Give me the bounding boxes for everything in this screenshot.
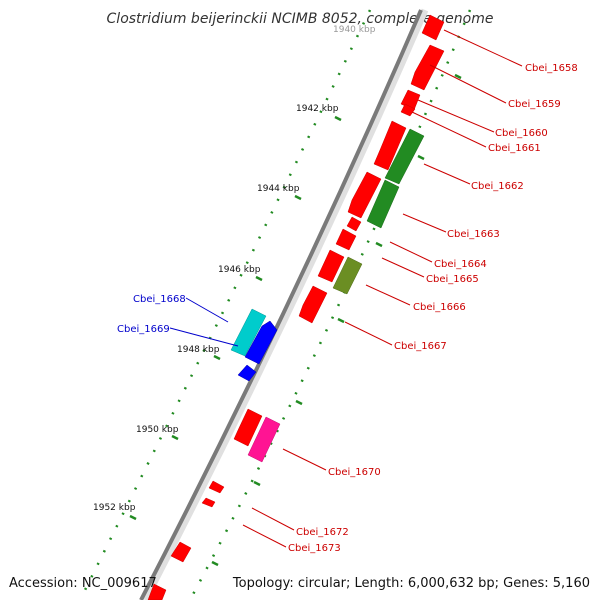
scale-label: 1944 kbp	[257, 184, 300, 194]
gene-label-cbei-1659[interactable]: Cbei_1659	[508, 99, 561, 110]
major-ticks	[129, 73, 462, 567]
rna-genes	[366, 128, 425, 229]
gene-downstream[interactable]	[147, 583, 167, 600]
scale-label: 1950 kbp	[136, 425, 179, 435]
gene-reverse-small[interactable]	[237, 364, 257, 382]
gene-label-cbei-1662[interactable]: Cbei_1662	[471, 181, 524, 192]
scale-label: 1946 kbp	[218, 265, 261, 275]
gene-label-cbei-1668[interactable]: Cbei_1668	[133, 294, 186, 305]
map-title: Clostridium beijerinckii NCIMB 8052, com…	[107, 11, 494, 27]
accession-text: Accession: NC_009617	[9, 576, 157, 591]
gene-label-cbei-1667[interactable]: Cbei_1667	[394, 341, 447, 352]
gene-cbei-1672[interactable]	[208, 480, 225, 494]
gene-cbei-1658[interactable]	[421, 14, 445, 41]
gene-cbei-1659[interactable]	[410, 44, 445, 91]
forward-genes	[147, 14, 445, 600]
gene-cbei-1666-red[interactable]	[317, 249, 345, 283]
leader-lines-left	[169, 297, 239, 347]
gene-cbei-1662-green[interactable]	[384, 128, 425, 185]
gene-cbei-1673[interactable]	[201, 497, 216, 508]
gene-label-cbei-1670[interactable]: Cbei_1670	[328, 467, 381, 478]
gene-cbei-1668[interactable]	[230, 308, 267, 357]
leader-lines-right	[242, 29, 523, 548]
scale-label: 1952 kbp	[93, 503, 136, 513]
gene-label-cbei-1666[interactable]: Cbei_1666	[413, 302, 466, 313]
scale-label: 1942 kbp	[296, 104, 339, 114]
gene-cbei-1661[interactable]	[400, 103, 416, 117]
genome-summary-text: Topology: circular; Length: 6,000,632 bp…	[232, 576, 590, 591]
gene-cbei-1662-red[interactable]	[373, 120, 407, 171]
gene-label-cbei-1673[interactable]: Cbei_1673	[288, 543, 341, 554]
genome-backbone-shadow	[141, 8, 429, 600]
gene-label-cbei-1661[interactable]: Cbei_1661	[488, 143, 541, 154]
gene-cbei-1663-green[interactable]	[366, 179, 400, 229]
gene-cbei-1665[interactable]	[335, 228, 357, 251]
gene-label-cbei-1658[interactable]: Cbei_1658	[525, 63, 578, 74]
gene-label-cbei-1663[interactable]: Cbei_1663	[447, 229, 500, 240]
gene-label-cbei-1672[interactable]: Cbei_1672	[296, 527, 349, 538]
genome-backbone	[139, 9, 423, 600]
gene-cbei-1663-red[interactable]	[347, 171, 382, 219]
gene-label-cbei-1660[interactable]: Cbei_1660	[495, 128, 548, 139]
gene-label-cbei-1665[interactable]: Cbei_1665	[426, 274, 479, 285]
gene-cbei-1669[interactable]	[244, 320, 278, 365]
gene-cbei-1667[interactable]	[298, 285, 328, 324]
gene-label-cbei-1669[interactable]: Cbei_1669	[117, 324, 170, 335]
gene-cbei-1670-magenta[interactable]	[247, 416, 281, 463]
gene-cbei-1670-red[interactable]	[233, 408, 263, 447]
scale-label: 1940 kbp	[333, 25, 376, 35]
gene-label-cbei-1664[interactable]: Cbei_1664	[434, 259, 487, 270]
scale-label: 1948 kbp	[177, 345, 220, 355]
gene-cbei-1664[interactable]	[346, 216, 362, 232]
gene-cbei-1666-olive[interactable]	[332, 256, 363, 295]
gene-downstream[interactable]	[170, 541, 192, 563]
